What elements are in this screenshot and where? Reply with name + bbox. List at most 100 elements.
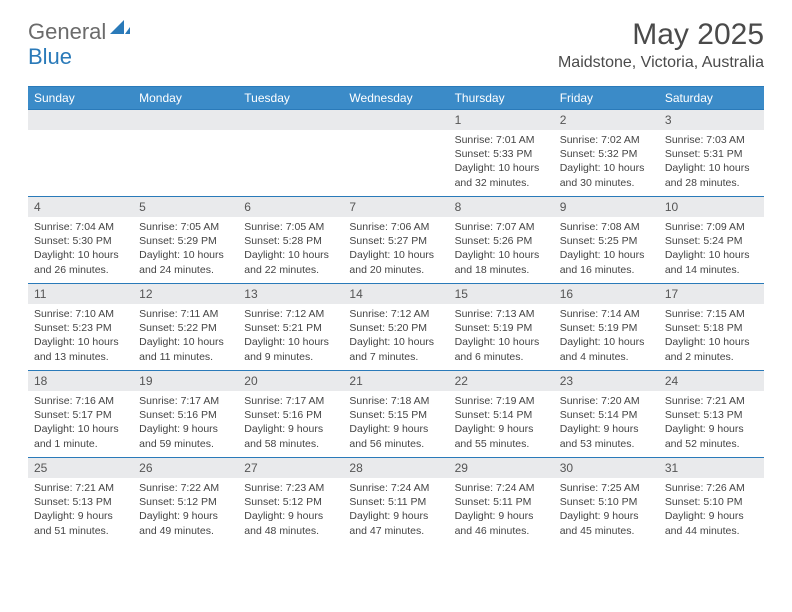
day-cell: 23Sunrise: 7:20 AMSunset: 5:14 PMDayligh… <box>554 371 659 457</box>
day-body: Sunrise: 7:21 AMSunset: 5:13 PMDaylight:… <box>659 391 764 457</box>
day-number: . <box>133 110 238 130</box>
day-number: 24 <box>659 371 764 391</box>
daylight-text: Daylight: 9 hours and 46 minutes. <box>455 509 548 537</box>
day-number: 11 <box>28 284 133 304</box>
sunset-text: Sunset: 5:32 PM <box>560 147 653 161</box>
sunrise-text: Sunrise: 7:14 AM <box>560 307 653 321</box>
sunrise-text: Sunrise: 7:17 AM <box>139 394 232 408</box>
daylight-text: Daylight: 10 hours and 30 minutes. <box>560 161 653 189</box>
day-body: Sunrise: 7:04 AMSunset: 5:30 PMDaylight:… <box>28 217 133 283</box>
day-cell: . <box>238 110 343 196</box>
day-number: 28 <box>343 458 448 478</box>
sunrise-text: Sunrise: 7:08 AM <box>560 220 653 234</box>
day-body: Sunrise: 7:02 AMSunset: 5:32 PMDaylight:… <box>554 130 659 196</box>
sunset-text: Sunset: 5:29 PM <box>139 234 232 248</box>
week-row: ....1Sunrise: 7:01 AMSunset: 5:33 PMDayl… <box>28 109 764 196</box>
sunrise-text: Sunrise: 7:03 AM <box>665 133 758 147</box>
daylight-text: Daylight: 9 hours and 58 minutes. <box>244 422 337 450</box>
day-cell: 17Sunrise: 7:15 AMSunset: 5:18 PMDayligh… <box>659 284 764 370</box>
day-body: Sunrise: 7:21 AMSunset: 5:13 PMDaylight:… <box>28 478 133 544</box>
daylight-text: Daylight: 10 hours and 2 minutes. <box>665 335 758 363</box>
sunset-text: Sunset: 5:33 PM <box>455 147 548 161</box>
day-number: 27 <box>238 458 343 478</box>
sunrise-text: Sunrise: 7:06 AM <box>349 220 442 234</box>
day-cell: . <box>28 110 133 196</box>
day-number: 23 <box>554 371 659 391</box>
daylight-text: Daylight: 9 hours and 49 minutes. <box>139 509 232 537</box>
sunrise-text: Sunrise: 7:20 AM <box>560 394 653 408</box>
day-number: 17 <box>659 284 764 304</box>
day-body: Sunrise: 7:01 AMSunset: 5:33 PMDaylight:… <box>449 130 554 196</box>
sunset-text: Sunset: 5:22 PM <box>139 321 232 335</box>
day-cell: 11Sunrise: 7:10 AMSunset: 5:23 PMDayligh… <box>28 284 133 370</box>
day-number: 5 <box>133 197 238 217</box>
day-body: Sunrise: 7:09 AMSunset: 5:24 PMDaylight:… <box>659 217 764 283</box>
daylight-text: Daylight: 9 hours and 44 minutes. <box>665 509 758 537</box>
day-body: Sunrise: 7:22 AMSunset: 5:12 PMDaylight:… <box>133 478 238 544</box>
day-cell: 8Sunrise: 7:07 AMSunset: 5:26 PMDaylight… <box>449 197 554 283</box>
day-body <box>133 130 238 139</box>
daylight-text: Daylight: 10 hours and 18 minutes. <box>455 248 548 276</box>
sunset-text: Sunset: 5:23 PM <box>34 321 127 335</box>
logo-text-blue: Blue <box>28 44 72 70</box>
day-cell: 31Sunrise: 7:26 AMSunset: 5:10 PMDayligh… <box>659 458 764 544</box>
weekday-thursday: Thursday <box>449 87 554 109</box>
day-body: Sunrise: 7:12 AMSunset: 5:21 PMDaylight:… <box>238 304 343 370</box>
day-cell: 19Sunrise: 7:17 AMSunset: 5:16 PMDayligh… <box>133 371 238 457</box>
sunrise-text: Sunrise: 7:21 AM <box>34 481 127 495</box>
sunrise-text: Sunrise: 7:10 AM <box>34 307 127 321</box>
day-body: Sunrise: 7:17 AMSunset: 5:16 PMDaylight:… <box>133 391 238 457</box>
location-subtitle: Maidstone, Victoria, Australia <box>558 54 764 72</box>
day-cell: 26Sunrise: 7:22 AMSunset: 5:12 PMDayligh… <box>133 458 238 544</box>
day-cell: 30Sunrise: 7:25 AMSunset: 5:10 PMDayligh… <box>554 458 659 544</box>
day-cell: 10Sunrise: 7:09 AMSunset: 5:24 PMDayligh… <box>659 197 764 283</box>
day-number: 31 <box>659 458 764 478</box>
day-body: Sunrise: 7:16 AMSunset: 5:17 PMDaylight:… <box>28 391 133 457</box>
sunrise-text: Sunrise: 7:16 AM <box>34 394 127 408</box>
daylight-text: Daylight: 9 hours and 45 minutes. <box>560 509 653 537</box>
day-number: 1 <box>449 110 554 130</box>
day-body: Sunrise: 7:10 AMSunset: 5:23 PMDaylight:… <box>28 304 133 370</box>
day-body: Sunrise: 7:06 AMSunset: 5:27 PMDaylight:… <box>343 217 448 283</box>
day-cell: 7Sunrise: 7:06 AMSunset: 5:27 PMDaylight… <box>343 197 448 283</box>
day-number: . <box>238 110 343 130</box>
calendar: Sunday Monday Tuesday Wednesday Thursday… <box>28 86 764 544</box>
day-body: Sunrise: 7:24 AMSunset: 5:11 PMDaylight:… <box>343 478 448 544</box>
sunrise-text: Sunrise: 7:23 AM <box>244 481 337 495</box>
day-number: . <box>343 110 448 130</box>
weekday-monday: Monday <box>133 87 238 109</box>
sunset-text: Sunset: 5:31 PM <box>665 147 758 161</box>
sunset-text: Sunset: 5:10 PM <box>560 495 653 509</box>
sunrise-text: Sunrise: 7:01 AM <box>455 133 548 147</box>
sunset-text: Sunset: 5:13 PM <box>665 408 758 422</box>
day-number: 29 <box>449 458 554 478</box>
sunrise-text: Sunrise: 7:26 AM <box>665 481 758 495</box>
day-number: 21 <box>343 371 448 391</box>
sunrise-text: Sunrise: 7:12 AM <box>349 307 442 321</box>
sunset-text: Sunset: 5:21 PM <box>244 321 337 335</box>
day-body: Sunrise: 7:11 AMSunset: 5:22 PMDaylight:… <box>133 304 238 370</box>
day-body: Sunrise: 7:25 AMSunset: 5:10 PMDaylight:… <box>554 478 659 544</box>
daylight-text: Daylight: 10 hours and 11 minutes. <box>139 335 232 363</box>
day-body <box>28 130 133 139</box>
daylight-text: Daylight: 9 hours and 53 minutes. <box>560 422 653 450</box>
day-number: 22 <box>449 371 554 391</box>
day-number: 4 <box>28 197 133 217</box>
sunrise-text: Sunrise: 7:21 AM <box>665 394 758 408</box>
daylight-text: Daylight: 10 hours and 32 minutes. <box>455 161 548 189</box>
sunset-text: Sunset: 5:24 PM <box>665 234 758 248</box>
sunset-text: Sunset: 5:12 PM <box>139 495 232 509</box>
day-cell: 18Sunrise: 7:16 AMSunset: 5:17 PMDayligh… <box>28 371 133 457</box>
daylight-text: Daylight: 10 hours and 1 minute. <box>34 422 127 450</box>
sunset-text: Sunset: 5:20 PM <box>349 321 442 335</box>
sunset-text: Sunset: 5:16 PM <box>139 408 232 422</box>
day-number: 20 <box>238 371 343 391</box>
day-number: 26 <box>133 458 238 478</box>
day-cell: 6Sunrise: 7:05 AMSunset: 5:28 PMDaylight… <box>238 197 343 283</box>
daylight-text: Daylight: 10 hours and 26 minutes. <box>34 248 127 276</box>
sunset-text: Sunset: 5:19 PM <box>560 321 653 335</box>
sunset-text: Sunset: 5:16 PM <box>244 408 337 422</box>
daylight-text: Daylight: 9 hours and 55 minutes. <box>455 422 548 450</box>
day-cell: 14Sunrise: 7:12 AMSunset: 5:20 PMDayligh… <box>343 284 448 370</box>
day-number: 18 <box>28 371 133 391</box>
